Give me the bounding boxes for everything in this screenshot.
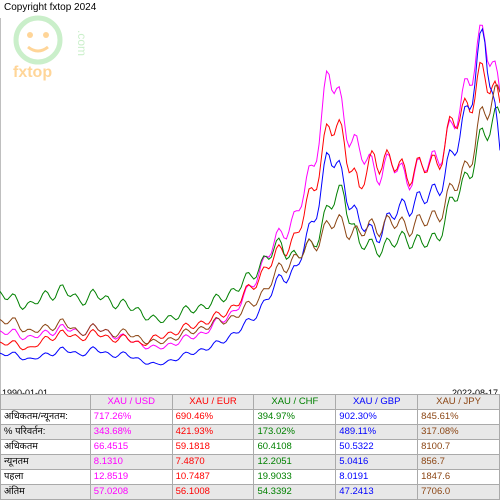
table-cell: 317.08% [418,425,500,440]
table-cell: 47.2413 [336,485,418,500]
table-cell: 19.9033 [254,470,336,485]
row-header: न्यूनतम [1,455,91,470]
price-chart [0,18,500,398]
table-cell: 60.4108 [254,440,336,455]
col-header: XAU / USD [90,395,172,410]
col-header: XAU / JPY [418,395,500,410]
row-header: % परिवर्तन: [1,425,91,440]
table-cell: 56.1008 [172,485,254,500]
table-cell: 394.97% [254,410,336,425]
row-header: पहला [1,470,91,485]
table-cell: 8.0191 [336,470,418,485]
table-cell: 690.46% [172,410,254,425]
table-cell: 8.1310 [90,455,172,470]
col-header: XAU / CHF [254,395,336,410]
col-header: XAU / EUR [172,395,254,410]
table-cell: 902.30% [336,410,418,425]
table-cell: 57.0208 [90,485,172,500]
table-cell: 173.02% [254,425,336,440]
table-cell: 489.11% [336,425,418,440]
table-cell: 845.61% [418,410,500,425]
stats-table: XAU / USDXAU / EURXAU / CHFXAU / GBPXAU … [0,394,500,500]
col-header: XAU / GBP [336,395,418,410]
table-cell: 59.1818 [172,440,254,455]
table-cell: 5.0416 [336,455,418,470]
table-cell: 12.8519 [90,470,172,485]
table-cell: 1847.6 [418,470,500,485]
table-cell: 717.26% [90,410,172,425]
table-cell: 12.2051 [254,455,336,470]
table-cell: 7706.0 [418,485,500,500]
table-cell: 421.93% [172,425,254,440]
row-header: अंतिम [1,485,91,500]
table-cell: 8100.7 [418,440,500,455]
table-cell: 856.7 [418,455,500,470]
table-cell: 10.7487 [172,470,254,485]
row-header: अधिकतम [1,440,91,455]
table-cell: 343.68% [90,425,172,440]
table-cell: 54.3392 [254,485,336,500]
table-cell: 7.4870 [172,455,254,470]
table-cell: 66.4515 [90,440,172,455]
row-header: अधिकतम/न्यूनतम: [1,410,91,425]
copyright-text: Copyright fxtop 2024 [4,2,96,13]
table-cell: 50.5322 [336,440,418,455]
